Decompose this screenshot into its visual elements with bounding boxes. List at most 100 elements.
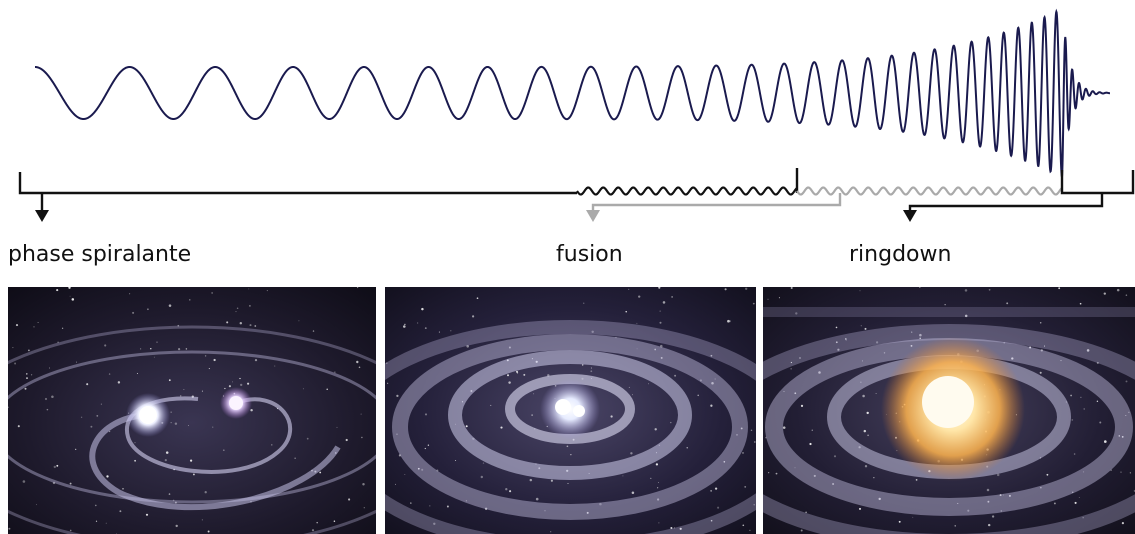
star [52,481,56,485]
star [630,452,633,455]
star [75,448,77,451]
star [736,434,738,436]
bracket-ringdown-wiggle-light [796,186,1063,196]
star [531,414,533,416]
star [742,451,744,454]
bracket-merger-return [591,193,842,214]
star [1074,501,1077,504]
star [919,337,921,340]
star [714,487,718,490]
star [156,341,158,343]
star [1058,287,1061,290]
star [465,500,468,502]
star [56,289,59,292]
star [1043,345,1046,347]
star [1000,510,1003,512]
star [239,321,243,325]
star [450,330,452,332]
star [90,425,93,428]
star [46,408,49,411]
star [185,348,188,350]
star [96,414,99,417]
waveform [35,8,1110,178]
star [861,360,863,362]
star [860,325,862,327]
star [636,348,638,350]
star [765,436,767,439]
star [1046,473,1049,476]
arrow-down-icon [903,210,917,222]
star [14,362,17,365]
star [119,510,122,513]
star [165,451,169,454]
star [360,413,362,415]
star [662,301,666,304]
star [37,321,39,324]
star [659,321,662,324]
star [250,408,253,412]
star [240,383,243,387]
star [744,485,747,488]
star [356,287,359,289]
star [1071,419,1074,421]
star [170,422,172,424]
star [150,348,152,350]
star [404,323,406,326]
inspiral-image [8,287,376,534]
star [1082,471,1085,473]
star [864,465,868,468]
star [710,519,713,522]
star [109,431,111,433]
star [859,290,861,292]
star [1116,288,1120,292]
star [835,326,838,329]
star [183,388,185,390]
star [1096,361,1099,364]
star [615,336,617,339]
star [476,297,479,300]
star [1129,472,1131,474]
star [69,482,72,485]
star [654,428,657,431]
star [740,427,743,430]
star [129,293,131,295]
star [204,355,207,357]
phase-label-ringdown: ringdown [849,242,952,267]
star [915,479,918,481]
star [581,364,584,366]
star [508,381,511,384]
star [213,358,216,362]
star [465,425,468,428]
star [752,302,755,305]
star [153,356,155,358]
star [410,502,412,504]
star [795,312,798,315]
star [1003,494,1005,496]
star [44,397,48,401]
star [1008,494,1011,497]
star [319,471,322,474]
star [254,358,258,362]
star [76,361,78,363]
star [778,297,780,299]
star [1070,394,1072,397]
star [175,524,178,528]
star [999,494,1002,497]
star [8,406,9,409]
star [794,392,797,395]
star [1118,435,1121,437]
star [482,462,485,464]
star [717,506,720,509]
star [106,475,109,478]
star [509,490,512,493]
star [298,320,300,322]
star [30,374,33,376]
star [1003,341,1006,344]
star [987,523,991,527]
star [294,457,296,459]
star [996,473,1000,477]
star [710,490,712,492]
star [122,487,124,490]
star [625,311,627,313]
star [226,321,229,324]
